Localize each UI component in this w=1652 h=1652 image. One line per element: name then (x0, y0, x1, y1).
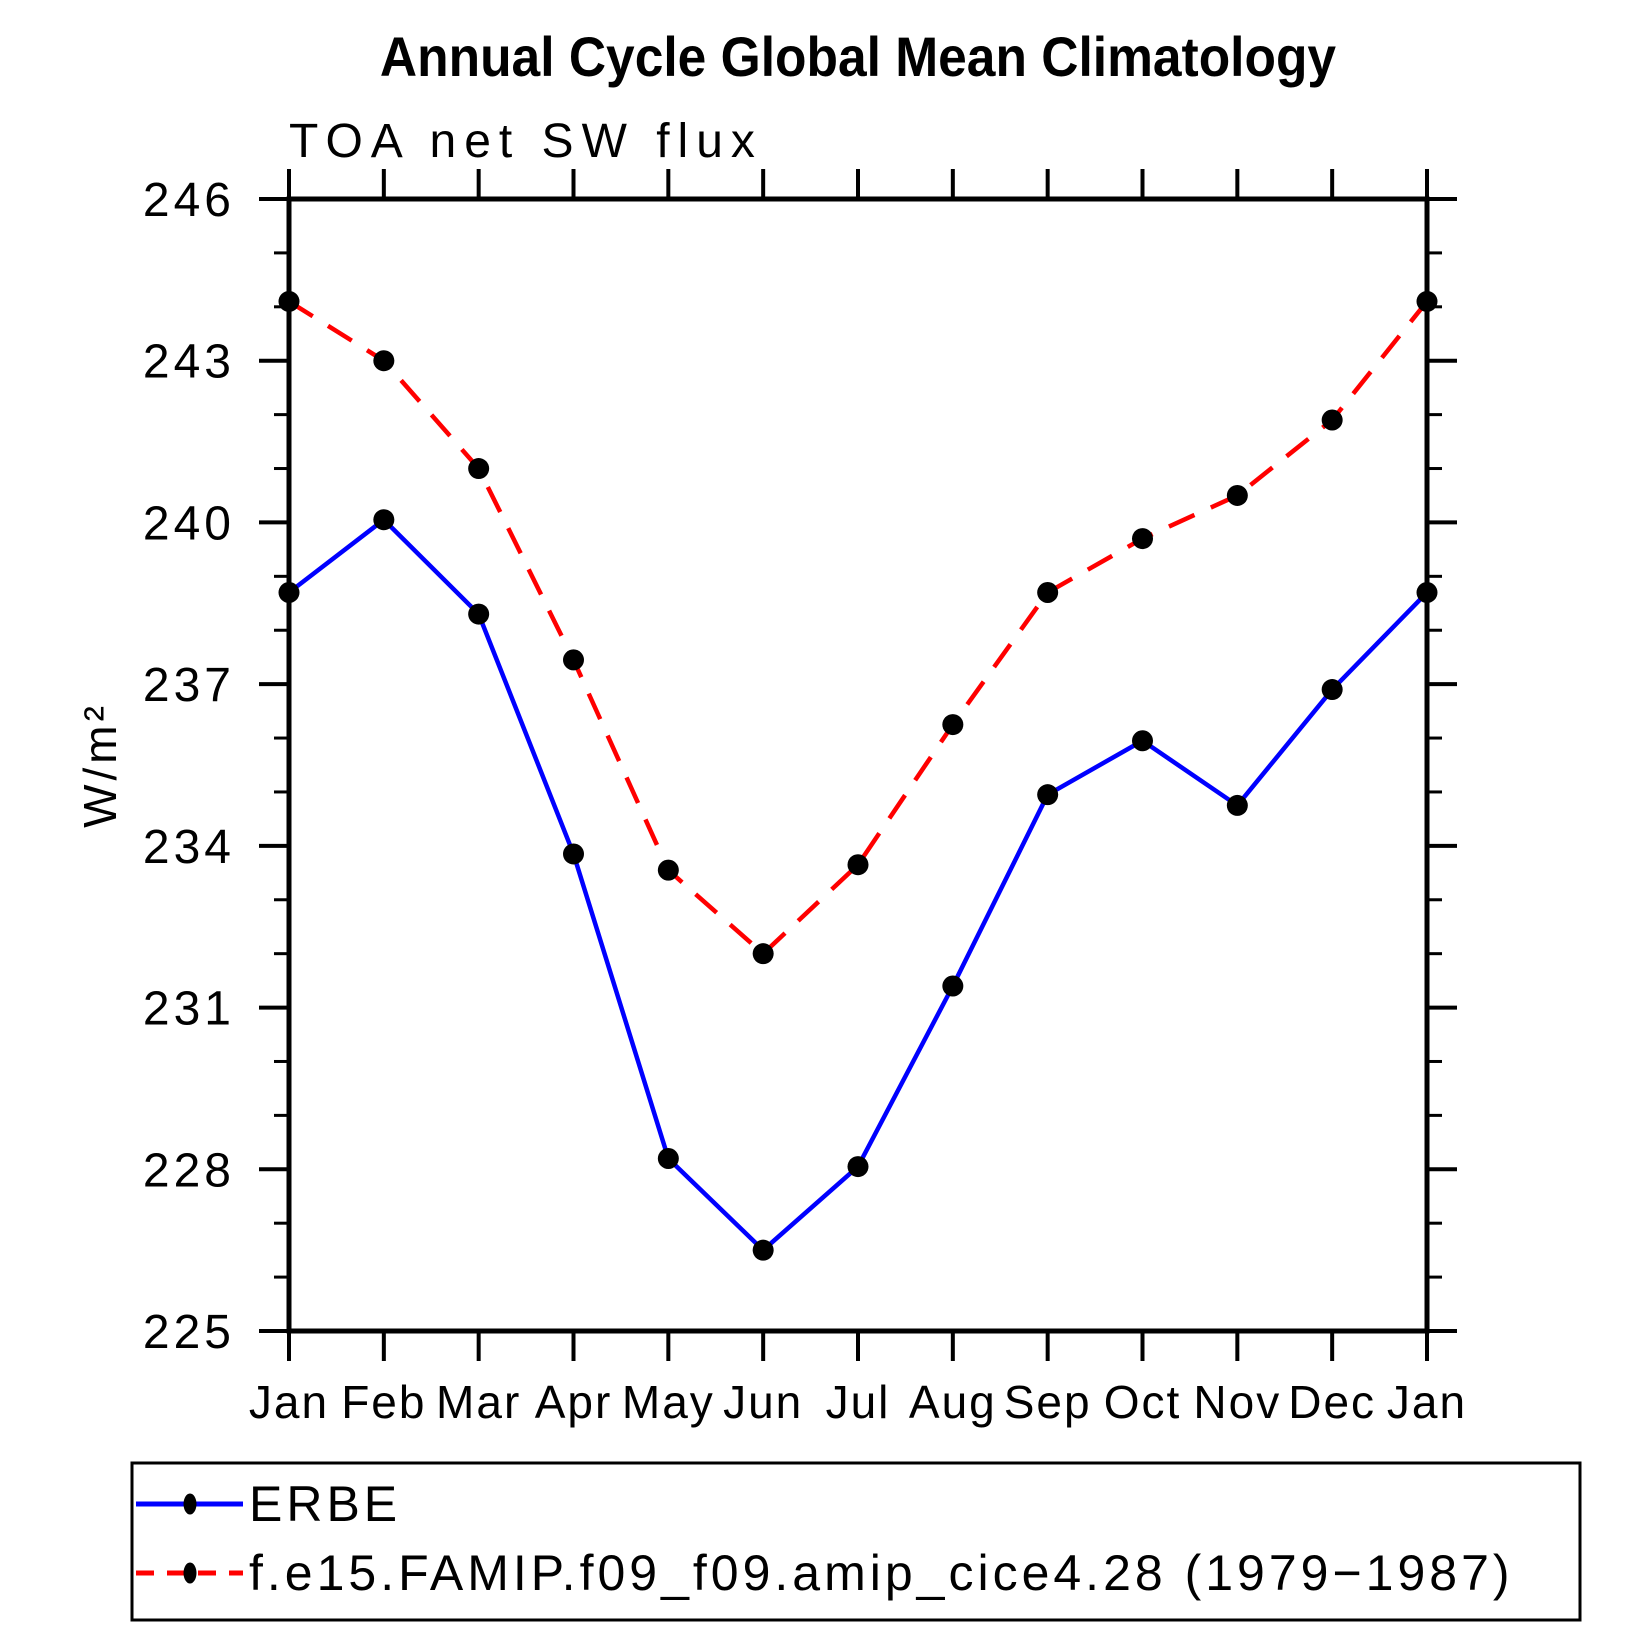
legend-samples (136, 1493, 243, 1584)
x-tick-label: Apr (535, 1376, 613, 1428)
series-marker-0 (468, 603, 490, 625)
series-marker-1 (278, 290, 300, 312)
series-marker-1 (468, 458, 490, 480)
x-tick-label: Feb (341, 1376, 426, 1428)
series-marker-1 (847, 854, 869, 876)
chart-title: Annual Cycle Global Mean Climatology (379, 25, 1337, 88)
x-tick-label: Sep (1004, 1376, 1092, 1428)
series-marker-1 (1037, 582, 1059, 604)
x-tick-label: Jun (723, 1376, 803, 1428)
series-marker-1 (752, 943, 774, 965)
series-marker-0 (1226, 794, 1248, 816)
series-marker-0 (563, 843, 584, 865)
y-tick-label: 225 (143, 1306, 235, 1359)
y-tick-label: 243 (143, 336, 235, 389)
x-tick-label: Oct (1104, 1376, 1182, 1428)
series-marker-0 (373, 509, 395, 531)
legend-box: ERBE f.e15.FAMIP.f09_f09.amip_cice4.28 (… (130, 1461, 1582, 1622)
series-marker-0 (1037, 784, 1059, 806)
y-tick-label: 237 (143, 659, 235, 712)
series-marker-0 (847, 1156, 869, 1178)
series-marker-0 (752, 1239, 774, 1261)
x-tick-label: Jan (1387, 1376, 1467, 1428)
x-tick-label: Dec (1288, 1376, 1376, 1428)
x-tick-label: Jan (249, 1376, 329, 1428)
series-line-0 (287, 517, 1429, 1253)
series-marker-1 (1321, 409, 1343, 431)
x-tick-label: May (622, 1376, 715, 1428)
series-marker-0 (942, 975, 964, 997)
x-tick-label: Aug (909, 1376, 997, 1428)
x-tick-label: Mar (436, 1376, 521, 1428)
series-marker-0 (657, 1148, 679, 1170)
series-marker-1 (1226, 484, 1248, 506)
y-tick-label: 240 (143, 497, 235, 550)
series-marker-1 (373, 350, 395, 372)
legend-marker-1 (183, 1562, 197, 1584)
series-marker-0 (1416, 582, 1438, 604)
y-tick-label: 234 (143, 821, 235, 874)
series-marker-1 (1132, 528, 1153, 550)
legend-frame (130, 1461, 1582, 1622)
series-marker-0 (278, 582, 300, 604)
series-marker-0 (1132, 730, 1153, 752)
series-layer (278, 290, 1438, 1261)
x-tick-label: Nov (1193, 1376, 1281, 1428)
series-marker-0 (1321, 679, 1343, 701)
legend-label-erbe: ERBE (249, 1476, 401, 1532)
series-marker-1 (1416, 290, 1438, 312)
legend-label-model: f.e15.FAMIP.f09_f09.amip_cice4.28 (1979−… (249, 1545, 1514, 1601)
series-marker-1 (563, 649, 584, 671)
y-tick-label: 231 (143, 983, 235, 1036)
y-tick-label: 228 (143, 1144, 235, 1197)
chart-subtitle: TOA net SW flux (289, 115, 763, 168)
y-tick-label: 246 (143, 174, 235, 227)
x-tick-label: Jul (826, 1376, 891, 1428)
series-marker-1 (942, 714, 964, 736)
series-marker-1 (657, 859, 679, 881)
legend-marker-0 (183, 1493, 197, 1515)
